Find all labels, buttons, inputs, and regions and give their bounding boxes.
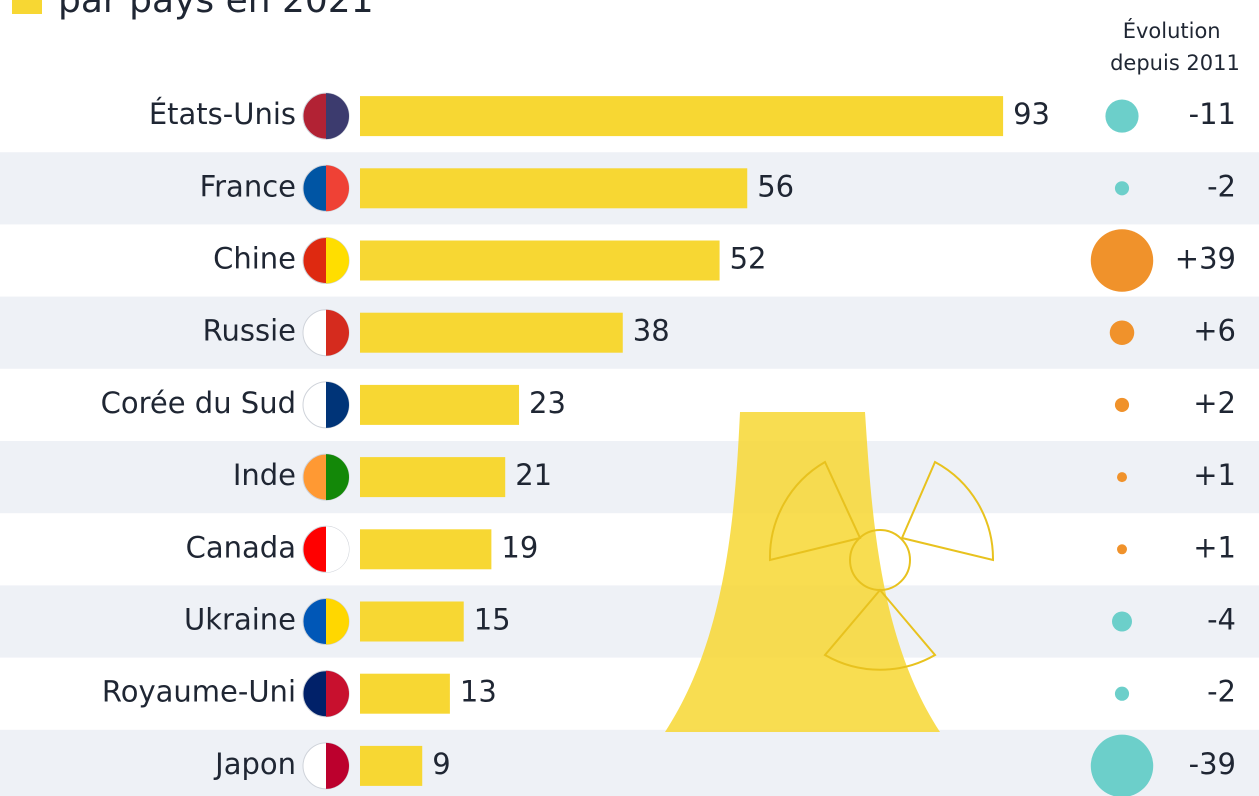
change-header-line: depuis 2011 [1110, 51, 1240, 75]
value-label: 38 [633, 314, 670, 348]
category-label: États-Unis [149, 97, 296, 131]
category-label: France [200, 169, 296, 203]
value-label: 21 [515, 458, 552, 492]
change-label: -2 [1207, 169, 1236, 203]
flag [326, 238, 349, 284]
bar [360, 96, 1003, 136]
change-label: +2 [1193, 386, 1236, 420]
value-label: 52 [730, 242, 767, 276]
change-label: -11 [1189, 97, 1236, 131]
value-label: 13 [460, 675, 497, 709]
value-label: 15 [474, 603, 511, 637]
flag [326, 671, 349, 717]
change-label: -39 [1189, 747, 1236, 781]
bar [360, 313, 623, 353]
change-bubble [1105, 100, 1138, 133]
change-bubble [1091, 229, 1153, 291]
bar [360, 241, 720, 281]
value-label: 19 [501, 530, 538, 564]
category-label: Canada [186, 530, 296, 564]
bar [360, 674, 450, 714]
flag [326, 93, 349, 139]
change-label: -4 [1207, 603, 1236, 637]
title-marker [12, 0, 42, 14]
value-label: 56 [757, 169, 794, 203]
category-label: Royaume-Uni [102, 675, 296, 709]
category-label: Inde [233, 458, 296, 492]
category-label: Ukraine [184, 603, 296, 637]
flag [326, 382, 349, 428]
value-label: 93 [1013, 97, 1050, 131]
category-label: Russie [203, 314, 296, 348]
value-label: 9 [432, 747, 450, 781]
change-bubble [1115, 181, 1129, 195]
change-label: +6 [1193, 314, 1236, 348]
change-bubble [1117, 472, 1127, 482]
flag [326, 526, 349, 572]
bar [360, 602, 464, 642]
category-label: Chine [213, 242, 296, 276]
change-bubble [1112, 612, 1132, 632]
category-label: Corée du Sud [101, 386, 296, 420]
change-bubble [1091, 735, 1153, 796]
row-background [0, 730, 1259, 796]
chart: par pays en 2021 Évolution depuis 2011 É… [0, 0, 1259, 796]
change-header-line: Évolution [1123, 18, 1221, 43]
bar [360, 529, 491, 569]
change-label: -2 [1207, 675, 1236, 709]
bar [360, 168, 747, 208]
change-label: +1 [1193, 530, 1236, 564]
bar [360, 746, 422, 786]
bar [360, 457, 505, 497]
change-bubble [1110, 320, 1134, 344]
change-label: +1 [1193, 458, 1236, 492]
bar [360, 385, 519, 425]
row-background [0, 441, 1259, 513]
chart-title: par pays en 2021 [58, 0, 374, 21]
category-label: Japon [213, 747, 296, 781]
change-header: Évolution depuis 2011 [1110, 18, 1240, 75]
change-bubble [1115, 398, 1129, 412]
row-background [0, 297, 1259, 369]
change-label: +39 [1175, 242, 1236, 276]
change-bubble [1115, 687, 1129, 701]
change-bubble [1117, 544, 1127, 554]
value-label: 23 [529, 386, 566, 420]
